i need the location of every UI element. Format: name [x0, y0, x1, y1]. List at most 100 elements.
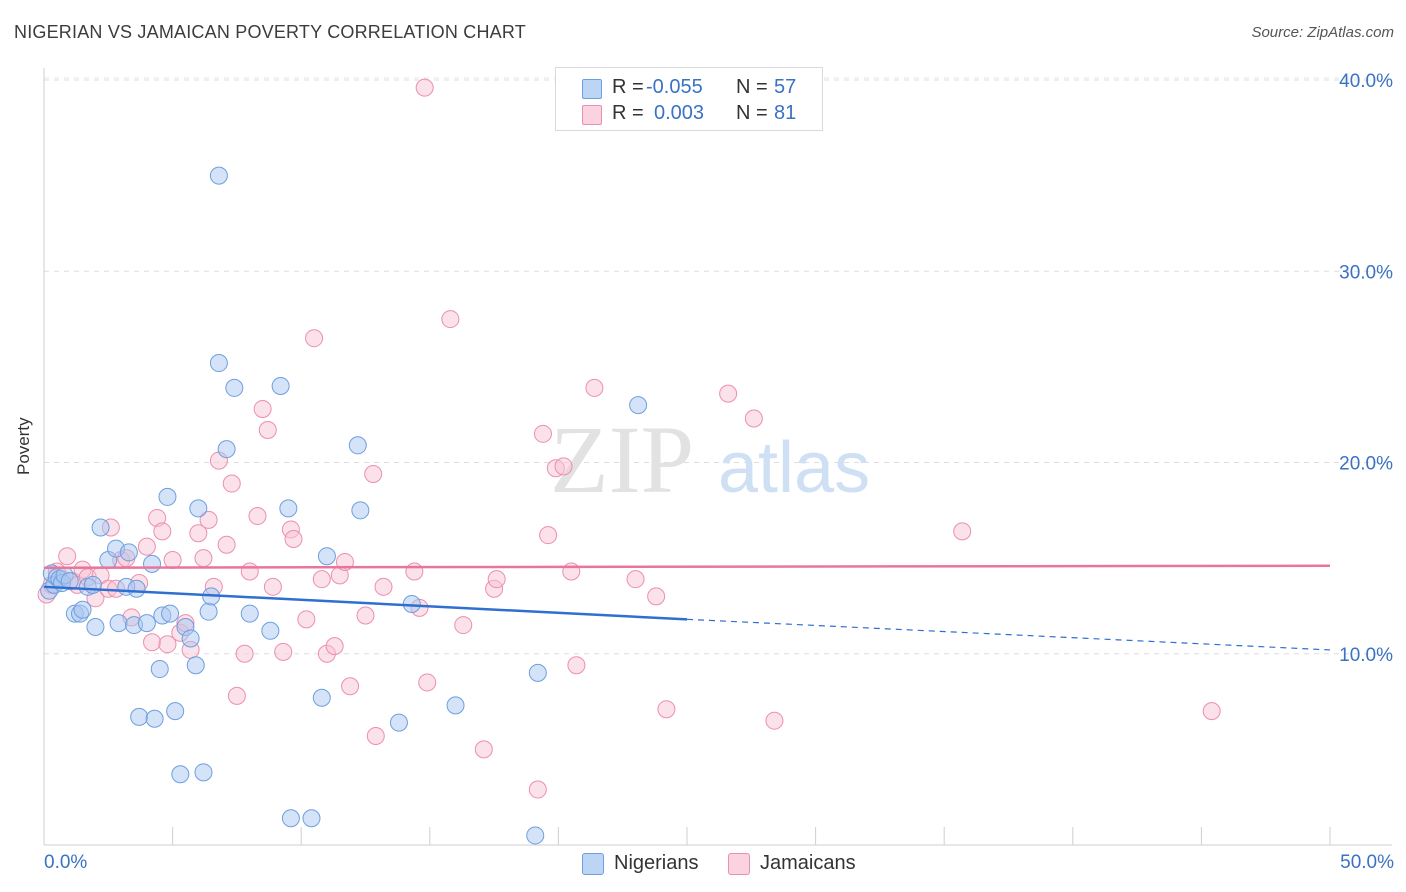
nigerians-point	[199, 602, 218, 621]
y-tick-label: 10.0%	[1339, 645, 1393, 666]
jamaicans-point	[487, 570, 506, 589]
r-value: -0.055	[646, 76, 703, 98]
nigerians-point	[351, 501, 370, 520]
nigerians-point	[137, 614, 156, 633]
nigerians-swatch	[582, 79, 602, 99]
nigerians-point	[186, 656, 205, 675]
source-note: Source: ZipAtlas.com	[1251, 24, 1394, 41]
nigerians-point	[91, 518, 110, 537]
jamaicans-swatch	[582, 105, 602, 125]
nigerians-point	[279, 499, 298, 518]
nigerians-point	[83, 575, 102, 594]
jamaicans-point	[137, 537, 156, 556]
nigerians-point	[389, 713, 408, 732]
nigerians-point	[281, 809, 300, 828]
nigerians-point	[60, 572, 79, 591]
nigerians-point	[302, 809, 321, 828]
jamaicans-point	[528, 780, 547, 799]
jamaicans-point	[533, 424, 552, 443]
nigerians-point	[348, 436, 367, 455]
jamaicans-point	[474, 740, 493, 759]
jamaicans-point	[441, 310, 460, 329]
nigerians-point	[446, 696, 465, 715]
jamaicans-point	[364, 464, 383, 483]
legend-label: Jamaicans	[760, 852, 856, 874]
n-label: N =	[736, 102, 768, 124]
r-label: R =	[612, 102, 644, 124]
jamaicans-point	[297, 610, 316, 629]
nigerians-point	[225, 378, 244, 397]
nigerians-point	[109, 614, 128, 633]
nigerians-point	[73, 600, 92, 619]
nigerians-point	[629, 396, 648, 415]
jamaicans-point	[258, 420, 277, 439]
n-value: 81	[774, 102, 797, 124]
jamaicans-point	[415, 78, 434, 97]
jamaicans-point	[158, 635, 177, 654]
trend-lines	[43, 564, 1331, 651]
y-tick-label: 30.0%	[1339, 262, 1393, 283]
nigerians-point	[145, 709, 164, 728]
jamaicans-point	[366, 726, 385, 745]
nigerians-point	[526, 826, 545, 845]
nigerians-trend-extension	[686, 618, 1331, 651]
nigerians-point	[189, 499, 208, 518]
nigerians-point	[166, 702, 185, 721]
nigerians-point	[130, 707, 149, 726]
jamaicans-point	[554, 457, 573, 476]
jamaicans-point	[58, 547, 77, 566]
axes	[43, 68, 1392, 846]
jamaicans-point	[253, 399, 272, 418]
nigerians-point	[312, 688, 331, 707]
jamaicans-point	[274, 642, 293, 661]
nigerians-point	[161, 604, 180, 623]
watermark-atlas: atlas	[718, 428, 870, 508]
nigerians-point	[86, 617, 105, 636]
jamaicans-point	[539, 526, 558, 545]
jamaicans-point	[585, 378, 604, 397]
jamaicans-point	[356, 606, 375, 625]
jamaicans-point	[341, 677, 360, 696]
jamaicans-point	[235, 644, 254, 663]
jamaicans-point	[284, 530, 303, 548]
jamaicans-point	[418, 673, 437, 692]
jamaicans-point	[567, 656, 586, 675]
nigerians-point	[127, 579, 146, 598]
jamaicans-point	[374, 577, 393, 596]
nigerians-point	[171, 765, 190, 784]
nigerians-swatch	[582, 853, 604, 875]
nigerians-point	[158, 487, 177, 506]
jamaicans-point	[227, 686, 246, 705]
jamaicans-point	[194, 549, 213, 568]
jamaicans-point	[143, 633, 162, 652]
jamaicans-point	[240, 562, 259, 581]
jamaicans-point	[199, 510, 218, 529]
jamaicans-point	[263, 577, 282, 596]
jamaicans-point	[248, 507, 267, 526]
nigerians-point	[271, 377, 290, 395]
jamaicans-point	[562, 562, 581, 581]
nigerians-point	[317, 547, 336, 566]
n-label: N =	[736, 76, 768, 98]
watermark-zip: ZIP	[550, 406, 694, 513]
chart-title: NIGERIAN VS JAMAICAN POVERTY CORRELATION…	[14, 22, 526, 42]
watermark: ZIP atlas	[550, 406, 870, 513]
y-tick-label: 20.0%	[1339, 454, 1393, 475]
jamaicans-point	[953, 522, 972, 541]
jamaicans-point	[153, 522, 172, 541]
y-tick-label: 40.0%	[1339, 71, 1393, 92]
jamaicans-point	[454, 616, 473, 635]
nigerians-point	[217, 440, 236, 459]
jamaicans-point	[1202, 702, 1221, 721]
nigerians-point	[150, 660, 169, 679]
n-value: 57	[774, 76, 797, 98]
stats-legend: R = -0.055 N = 57 R = 0.003 N = 81	[555, 67, 823, 131]
nigerians-point	[209, 354, 228, 373]
r-value: 0.003	[654, 102, 705, 124]
jamaicans-point	[765, 711, 784, 730]
nigerians-point	[209, 166, 228, 185]
nigerians-point	[240, 604, 259, 623]
jamaicans-trend-line	[43, 564, 1331, 569]
jamaicans-point	[657, 700, 676, 719]
